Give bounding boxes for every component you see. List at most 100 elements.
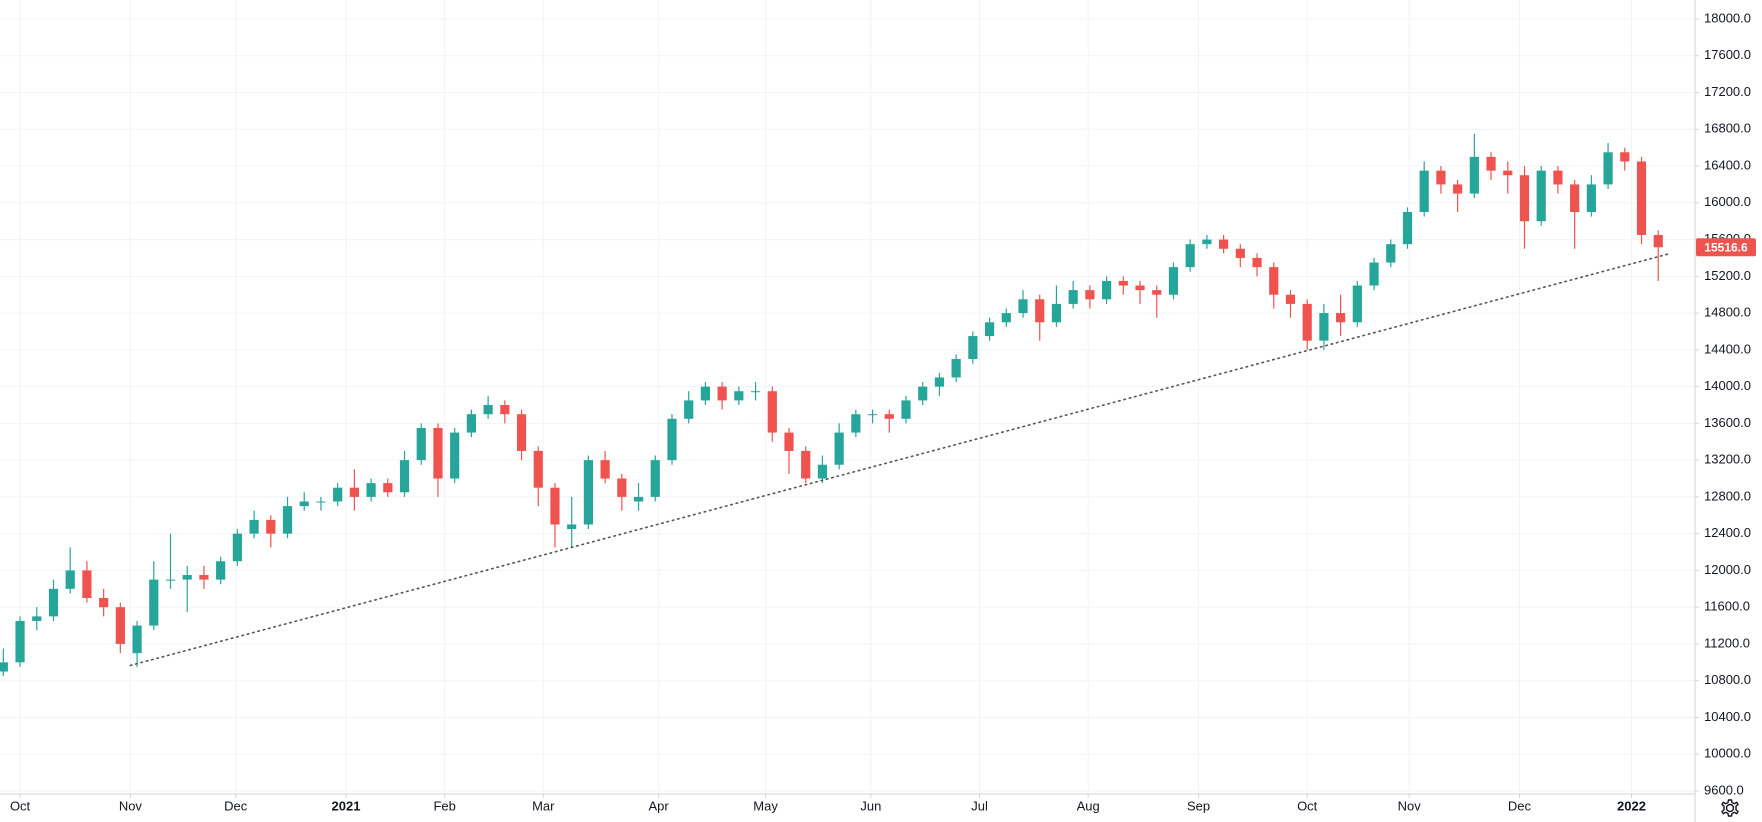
candle-body <box>867 414 878 416</box>
candle-body <box>1152 290 1162 295</box>
candle-body <box>383 483 393 493</box>
candle-body <box>1453 184 1463 194</box>
candle-body <box>500 405 510 415</box>
candle-body <box>48 588 59 617</box>
grid <box>0 0 1695 794</box>
candle-body <box>333 487 343 502</box>
candle-body <box>1252 257 1262 268</box>
trend-line <box>129 253 1670 667</box>
candle-body <box>1319 313 1329 341</box>
y-tick-label: 11600.0 <box>1704 599 1750 614</box>
candle-body <box>1336 313 1346 323</box>
candle-body <box>667 418 677 461</box>
y-tick-label: 17600.0 <box>1704 47 1751 62</box>
candle-body <box>968 336 978 360</box>
candle-body <box>132 625 142 654</box>
settings-icon-center <box>1725 803 1735 813</box>
candle-body <box>1068 290 1078 304</box>
candle-body <box>901 400 911 419</box>
y-tick-label: 13600.0 <box>1704 415 1751 430</box>
candle-body <box>216 561 226 580</box>
candle-body <box>633 496 644 502</box>
candle-body <box>700 386 711 401</box>
y-tick-label: 16000.0 <box>1704 194 1751 209</box>
candle-body <box>1653 234 1663 248</box>
candle-body <box>165 579 176 581</box>
candle-body <box>1035 299 1045 323</box>
candle-body <box>717 386 727 401</box>
candle-body <box>366 483 376 497</box>
candle-body <box>1018 299 1028 314</box>
candle-body <box>433 427 443 479</box>
candle-body <box>1185 244 1195 268</box>
candle-body <box>1118 280 1128 286</box>
candle-body <box>249 519 259 534</box>
candle-body <box>1135 285 1145 291</box>
y-tick-label: 10000.0 <box>1704 746 1751 761</box>
x-tick-label: Nov <box>1398 798 1422 813</box>
candle-body <box>600 460 610 479</box>
candle-body <box>567 524 577 530</box>
x-tick-label: Jun <box>860 798 881 813</box>
y-tick-label: 10800.0 <box>1704 672 1751 687</box>
candle-body <box>550 487 560 525</box>
candle-body <box>1302 303 1312 341</box>
candle-body <box>1402 212 1413 245</box>
candle-body <box>1469 156 1479 194</box>
candle-body <box>1235 248 1245 258</box>
y-tick-label: 12800.0 <box>1704 488 1751 503</box>
settings-button[interactable] <box>1721 799 1739 817</box>
x-tick-label: 2021 <box>332 798 361 813</box>
y-tick-label: 15200.0 <box>1704 268 1751 283</box>
candle-body <box>617 478 627 497</box>
candle-body <box>149 579 159 626</box>
candle-body <box>282 506 293 534</box>
candle-body <box>316 501 326 503</box>
candle-body <box>1603 152 1613 185</box>
x-tick-label: Dec <box>1508 798 1532 813</box>
y-tick-label: 12000.0 <box>1704 562 1751 577</box>
candle-body <box>918 386 928 401</box>
candle-body <box>416 427 426 461</box>
candle-body <box>399 460 410 493</box>
x-tick-label: Dec <box>224 798 248 813</box>
candle-body <box>1636 161 1647 235</box>
y-tick-label: 12400.0 <box>1704 525 1751 540</box>
candle-body <box>750 391 761 393</box>
candle-body <box>1620 152 1630 162</box>
candle-body <box>232 533 242 562</box>
candles <box>0 133 1663 677</box>
y-tick-label: 10400.0 <box>1704 709 1751 724</box>
candle-body <box>1085 290 1095 300</box>
candle-body <box>182 575 192 580</box>
x-tick-label: 2022 <box>1617 798 1646 813</box>
candle-body <box>884 414 894 419</box>
candle-body <box>516 414 527 451</box>
candle-body <box>483 405 493 415</box>
y-tick-label: 13200.0 <box>1704 452 1751 467</box>
candle-body <box>199 575 209 580</box>
candle-body <box>115 607 125 644</box>
candle-body <box>82 570 92 598</box>
candle-body <box>1369 262 1379 286</box>
candle-body <box>1519 175 1530 222</box>
y-tick-label: 9600.0 <box>1704 782 1744 797</box>
candle-body <box>934 377 945 387</box>
candle-body <box>734 391 744 401</box>
candle-body <box>266 519 276 534</box>
candle-body <box>650 460 660 497</box>
candle-body <box>767 391 777 433</box>
candle-body <box>1386 244 1396 263</box>
candle-body <box>1503 170 1513 176</box>
y-tick-label: 14400.0 <box>1704 341 1751 356</box>
candle-body <box>299 501 309 507</box>
candle-body <box>1285 294 1296 304</box>
candle-body <box>583 460 593 525</box>
candle-body <box>1352 285 1362 323</box>
x-tick-label: Oct <box>10 798 31 813</box>
candle-body <box>15 620 25 663</box>
x-tick-label: Aug <box>1077 798 1100 813</box>
candle-body <box>851 414 861 433</box>
